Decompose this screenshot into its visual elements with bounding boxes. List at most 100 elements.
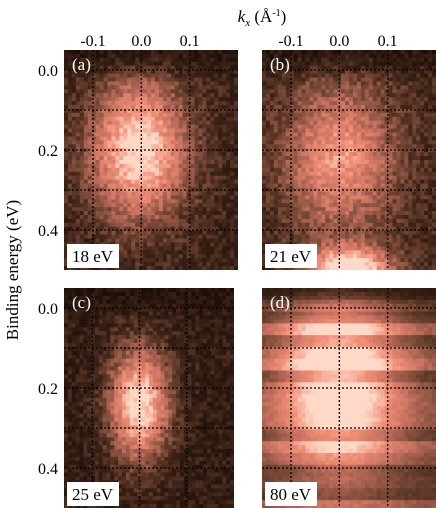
intensity-cell	[67, 156, 73, 161]
intensity-cell	[79, 167, 85, 173]
intensity-cell	[151, 175, 156, 181]
intensity-cell	[424, 53, 429, 59]
intensity-cell	[115, 120, 120, 126]
intensity-cell	[139, 53, 144, 59]
intensity-cell	[158, 203, 164, 208]
intensity-cell	[420, 65, 425, 71]
intensity-cell	[95, 53, 101, 59]
intensity-cell	[424, 77, 429, 83]
intensity-cell	[317, 156, 322, 161]
intensity-cell	[111, 61, 116, 67]
intensity-cell	[317, 116, 322, 122]
intensity-cell	[230, 211, 235, 216]
intensity-cell	[309, 238, 314, 244]
intensity-cell	[376, 199, 382, 204]
intensity-cell	[67, 61, 73, 67]
intensity-cell	[103, 203, 109, 208]
intensity-cell	[396, 65, 401, 71]
intensity-cell	[107, 179, 113, 185]
intensity-cell	[79, 156, 85, 161]
intensity-cell	[79, 136, 85, 141]
intensity-cell	[364, 254, 370, 259]
intensity-cell	[147, 50, 152, 55]
intensity-cell	[301, 81, 307, 86]
intensity-cell	[182, 234, 188, 240]
intensity-cell	[428, 57, 433, 63]
intensity-cell	[297, 136, 303, 141]
intensity-cell	[341, 171, 346, 177]
intensity-cell	[289, 73, 295, 79]
y-axis-label: Binding energy (eV)	[3, 200, 22, 340]
intensity-cell	[333, 128, 338, 134]
intensity-cell	[87, 61, 93, 67]
intensity-cell	[87, 203, 93, 208]
intensity-cell	[127, 238, 132, 244]
intensity-cell	[147, 246, 152, 251]
intensity-cell	[392, 69, 398, 75]
intensity-cell	[352, 112, 358, 118]
intensity-cell	[71, 230, 77, 236]
intensity-cell	[273, 97, 279, 102]
intensity-cell	[75, 81, 81, 86]
intensity-cell	[147, 234, 152, 240]
intensity-cell	[420, 136, 425, 141]
intensity-cell	[127, 65, 132, 71]
intensity-cell	[297, 105, 303, 110]
intensity-cell	[147, 254, 152, 259]
intensity-cell	[309, 167, 314, 173]
intensity-cell	[285, 203, 291, 208]
intensity-cell	[182, 238, 188, 244]
intensity-cell	[67, 124, 73, 130]
intensity-cell	[210, 234, 215, 240]
intensity-cell	[190, 61, 196, 67]
intensity-cell	[226, 152, 231, 157]
intensity-cell	[218, 120, 223, 126]
intensity-cell	[194, 57, 200, 63]
intensity-cell	[269, 218, 275, 224]
intensity-cell	[135, 242, 140, 248]
intensity-cell	[198, 211, 203, 216]
intensity-cell	[190, 65, 196, 71]
intensity-cell	[277, 226, 283, 232]
intensity-cell	[301, 140, 307, 145]
intensity-cell	[356, 140, 362, 145]
intensity-cell	[420, 203, 425, 208]
intensity-cell	[277, 144, 283, 149]
intensity-cell	[321, 207, 326, 212]
intensity-cell	[329, 250, 334, 255]
intensity-cell	[325, 105, 330, 110]
intensity-cell	[345, 77, 350, 83]
intensity-cell	[400, 136, 405, 141]
intensity-cell	[226, 183, 231, 189]
intensity-cell	[388, 116, 394, 122]
intensity-cell	[67, 57, 73, 63]
intensity-cell	[230, 207, 235, 212]
intensity-cell	[297, 191, 303, 196]
intensity-cell	[162, 254, 168, 259]
intensity-cell	[293, 156, 299, 161]
intensity-cell	[111, 171, 116, 177]
intensity-cell	[325, 199, 330, 204]
intensity-cell	[352, 203, 358, 208]
intensity-cell	[273, 140, 279, 145]
intensity-cell	[214, 97, 219, 102]
intensity-cell	[341, 222, 346, 228]
intensity-cell	[119, 203, 124, 208]
intensity-cell	[143, 238, 148, 244]
intensity-cell	[75, 215, 81, 220]
intensity-cell	[182, 140, 188, 145]
intensity-cell	[432, 175, 436, 181]
intensity-cell	[333, 144, 338, 149]
intensity-cell	[107, 234, 113, 240]
intensity-cell	[123, 250, 128, 255]
intensity-cell	[356, 199, 362, 204]
intensity-cell	[305, 238, 311, 244]
intensity-cell	[190, 132, 196, 138]
intensity-cell	[64, 238, 69, 244]
intensity-cell	[305, 156, 311, 161]
intensity-cell	[345, 57, 350, 63]
intensity-cell	[91, 218, 97, 224]
intensity-cell	[75, 50, 81, 55]
intensity-cell	[186, 69, 192, 75]
intensity-cell	[222, 156, 227, 161]
